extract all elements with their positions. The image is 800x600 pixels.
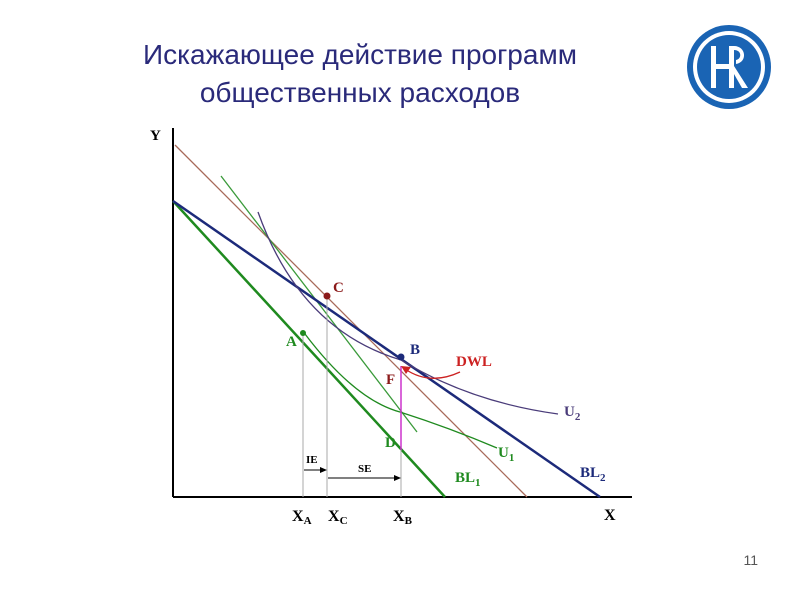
tick-xc: XC — [328, 508, 348, 527]
point-b-label: B — [410, 342, 420, 358]
title-line-1: Искажающее действие программ — [143, 39, 577, 70]
dwl-label: DWL — [456, 354, 492, 370]
page-number: 11 — [743, 552, 758, 568]
dwl-arrowhead — [401, 366, 411, 374]
point-a-label: A — [286, 334, 297, 350]
tick-xa: XA — [292, 508, 312, 527]
u1-label: U1 — [498, 445, 514, 464]
u1-curve — [304, 333, 498, 449]
point-b-dot — [397, 353, 405, 361]
bl1-line — [172, 200, 446, 498]
point-a-dot — [300, 330, 306, 336]
brown-line — [174, 144, 528, 498]
u2-label: U2 — [564, 404, 581, 423]
ie-arrowhead — [320, 467, 327, 473]
point-d-label: D — [385, 435, 396, 451]
se-arrowhead — [394, 475, 401, 481]
hse-logo — [687, 25, 771, 109]
y-axis-label: Y — [150, 128, 161, 144]
slide-title: Искажающее действие программ общественны… — [100, 36, 620, 112]
x-axis-label: X — [604, 507, 616, 524]
point-c-label: C — [333, 280, 344, 296]
dwl-arrow — [404, 368, 461, 379]
ie-label: IE — [306, 454, 318, 466]
tick-xb: XB — [393, 508, 413, 527]
se-label: SE — [358, 463, 371, 475]
bl1-label: BL1 — [455, 470, 481, 489]
title-line-2: общественных расходов — [199, 77, 521, 108]
steep-green-line — [220, 175, 418, 433]
point-c-dot — [323, 292, 331, 300]
point-f-label: F — [386, 372, 395, 388]
bl2-label: BL2 — [580, 465, 606, 484]
bl2-line — [172, 199, 601, 499]
